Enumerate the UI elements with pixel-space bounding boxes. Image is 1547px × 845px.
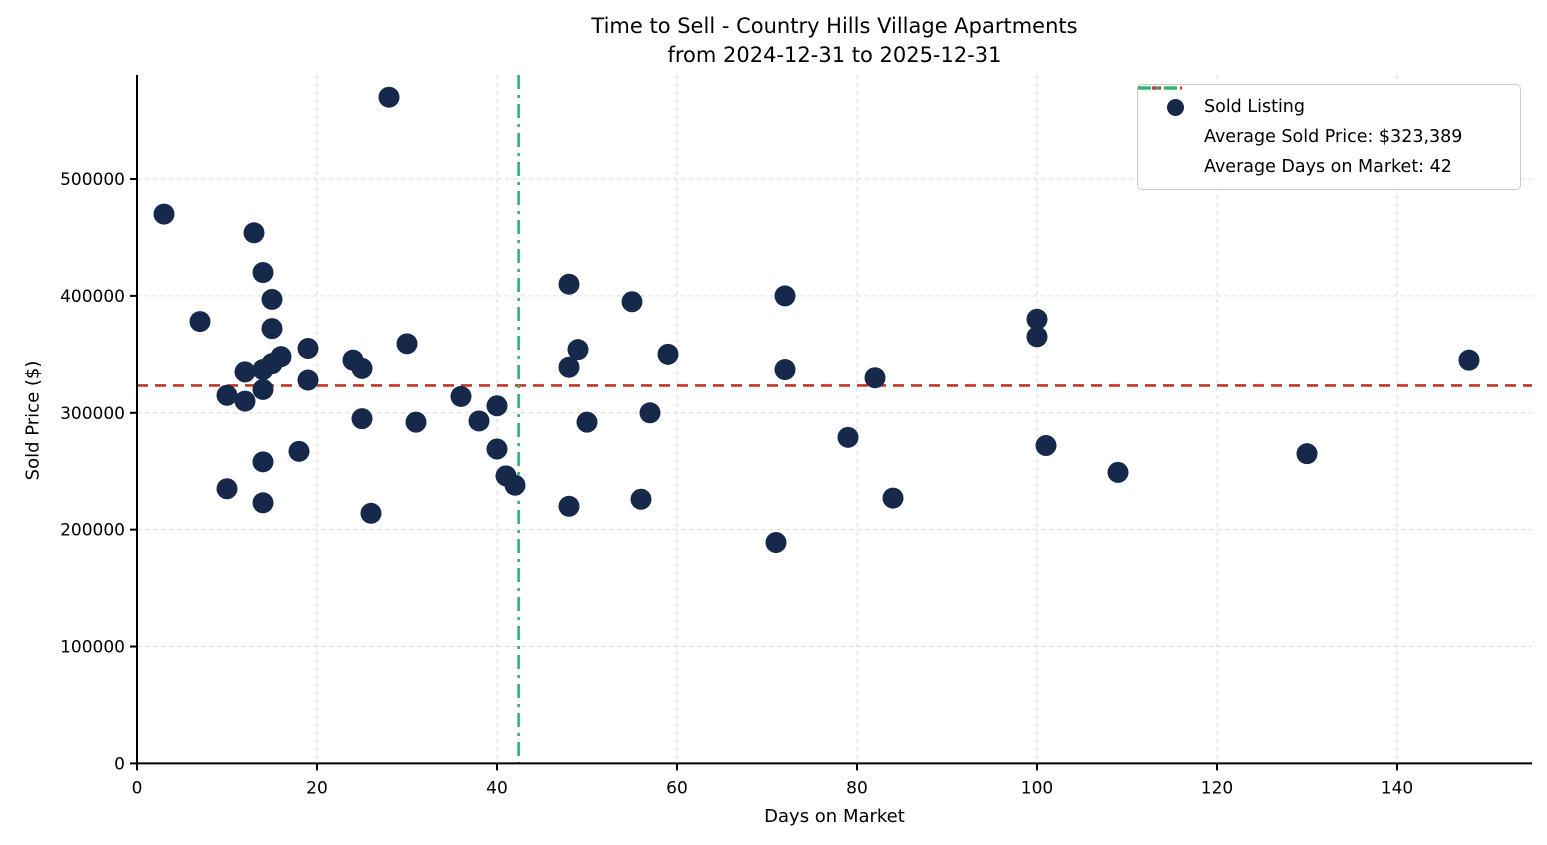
scatter-point [450, 385, 472, 407]
scatter-point [261, 288, 283, 310]
scatter-point [657, 343, 679, 365]
scatter-point [351, 408, 373, 430]
scatter-point [558, 356, 580, 378]
scatter-point [486, 395, 508, 417]
scatter-point [486, 438, 508, 460]
sold-listing-dot-icon [1146, 98, 1204, 116]
x-tick-label: 20 [306, 778, 328, 798]
legend-item-avg-price: Average Sold Price: $323,389 [1138, 86, 1510, 152]
legend: Sold Listing Average Sold Price: $323,38… [1137, 84, 1521, 190]
scatter-point [1458, 349, 1480, 371]
scatter-point [351, 357, 373, 379]
y-tick-label: 500000 [60, 170, 125, 190]
y-tick-label: 300000 [60, 404, 125, 424]
scatter-point [360, 502, 382, 524]
legend-item-sold-listing: Sold Listing [1146, 92, 1510, 122]
scatter-point [630, 488, 652, 510]
scatter-point [765, 532, 787, 554]
scatter-point [270, 346, 292, 368]
y-tick-label: 200000 [60, 521, 125, 541]
scatter-point [1026, 308, 1048, 330]
scatter-point [1035, 434, 1057, 456]
scatter-point [234, 390, 256, 412]
scatter-point [405, 411, 427, 433]
scatter-point [567, 339, 589, 361]
scatter-point [1026, 326, 1048, 348]
x-axis-label: Days on Market [764, 806, 905, 827]
scatter-point [558, 495, 580, 517]
y-tick-label: 0 [114, 754, 125, 774]
x-tick-label: 100 [1021, 778, 1053, 798]
scatter-point [234, 361, 256, 383]
scatter-point [576, 411, 598, 433]
scatter-point [252, 451, 274, 473]
scatter-point [621, 291, 643, 313]
x-tick-label: 140 [1381, 778, 1413, 798]
y-tick-label: 400000 [60, 287, 125, 307]
scatter-point [639, 402, 661, 424]
scatter-point [468, 410, 490, 432]
x-tick-label: 120 [1201, 778, 1233, 798]
scatter-point [774, 285, 796, 307]
scatter-point [396, 333, 418, 355]
x-tick-label: 80 [846, 778, 868, 798]
scatter-point [378, 86, 400, 108]
y-tick-label: 100000 [60, 638, 125, 658]
scatter-point [288, 440, 310, 462]
scatter-point [252, 262, 274, 284]
scatter-point [837, 426, 859, 448]
scatter-point [216, 478, 238, 500]
scatter-point [558, 273, 580, 295]
scatter-point [243, 222, 265, 244]
scatter-point [261, 318, 283, 340]
legend-label-sold-listing: Sold Listing [1204, 97, 1306, 117]
chart-title: Time to Sell - Country Hills Village Apa… [137, 12, 1532, 70]
scatter-point [882, 487, 904, 509]
chart-title-line1: Time to Sell - Country Hills Village Apa… [591, 14, 1078, 38]
scatter-point [864, 367, 886, 389]
y-axis-label: Sold Price ($) [22, 360, 44, 481]
legend-item-avg-days: Average Days on Market: 42 [1138, 86, 1510, 182]
legend-label-avg-price: Average Sold Price: $323,389 [1204, 127, 1463, 147]
chart-title-line2: from 2024-12-31 to 2025-12-31 [667, 43, 1002, 67]
legend-label-avg-days: Average Days on Market: 42 [1204, 157, 1452, 177]
scatter-point [504, 474, 526, 496]
scatter-point [189, 311, 211, 333]
scatter-point [774, 359, 796, 381]
scatter-point [1296, 443, 1318, 465]
x-tick-label: 60 [666, 778, 688, 798]
scatter-point [216, 384, 238, 406]
scatter-point [252, 492, 274, 514]
scatter-point [153, 203, 175, 225]
x-tick-label: 40 [486, 778, 508, 798]
scatter-point [297, 369, 319, 391]
scatter-point [252, 378, 274, 400]
scatter-point [297, 337, 319, 359]
scatter-point [1107, 461, 1129, 483]
x-tick-label: 0 [132, 778, 143, 798]
